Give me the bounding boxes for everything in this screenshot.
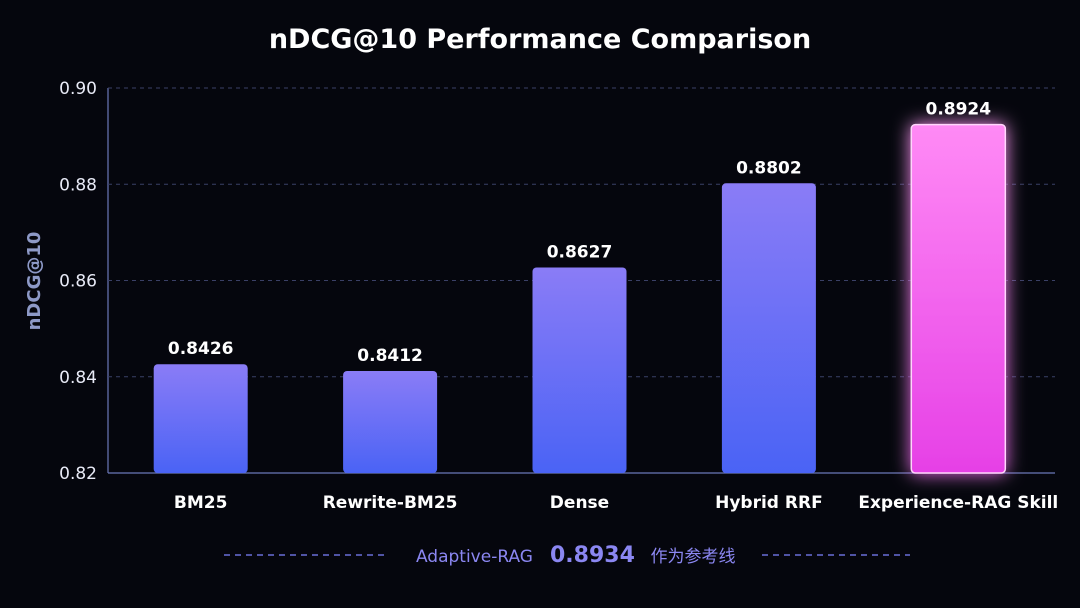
y-axis-label: nDCG@10	[24, 232, 45, 331]
bar-value-label: 0.8924	[925, 100, 991, 120]
y-tick-label: 0.88	[59, 175, 97, 195]
y-tick-label: 0.86	[59, 272, 97, 292]
bar-value-label: 0.8802	[736, 158, 802, 178]
reference-line-legend: Adaptive-RAG 0.8934 作为参考线	[224, 543, 910, 568]
y-tick-label: 0.84	[59, 368, 97, 388]
x-tick-label: Dense	[550, 493, 609, 513]
reference-value: 0.8934	[550, 543, 635, 568]
bar	[721, 183, 816, 473]
x-tick-label: Rewrite-BM25	[323, 493, 458, 513]
x-tick-label: BM25	[174, 493, 228, 513]
reference-label: Adaptive-RAG	[416, 547, 533, 567]
bar	[153, 364, 248, 473]
x-tick-label: Experience-RAG Skill	[858, 493, 1058, 513]
bar	[532, 267, 627, 473]
bar-value-label: 0.8426	[168, 339, 234, 359]
bar-value-label: 0.8627	[547, 243, 613, 263]
bar	[343, 370, 438, 473]
x-tick-label: Hybrid RRF	[715, 493, 823, 513]
bar-value-label: 0.8412	[357, 346, 423, 366]
reference-line-text: Adaptive-RAG 0.8934 作为参考线	[416, 543, 736, 568]
reference-suffix: 作为参考线	[651, 547, 736, 567]
chart-title: nDCG@10 Performance Comparison	[269, 24, 811, 55]
y-tick-label: 0.82	[59, 464, 97, 484]
y-tick-label: 0.90	[59, 79, 97, 99]
bar-highlight	[910, 123, 1007, 474]
